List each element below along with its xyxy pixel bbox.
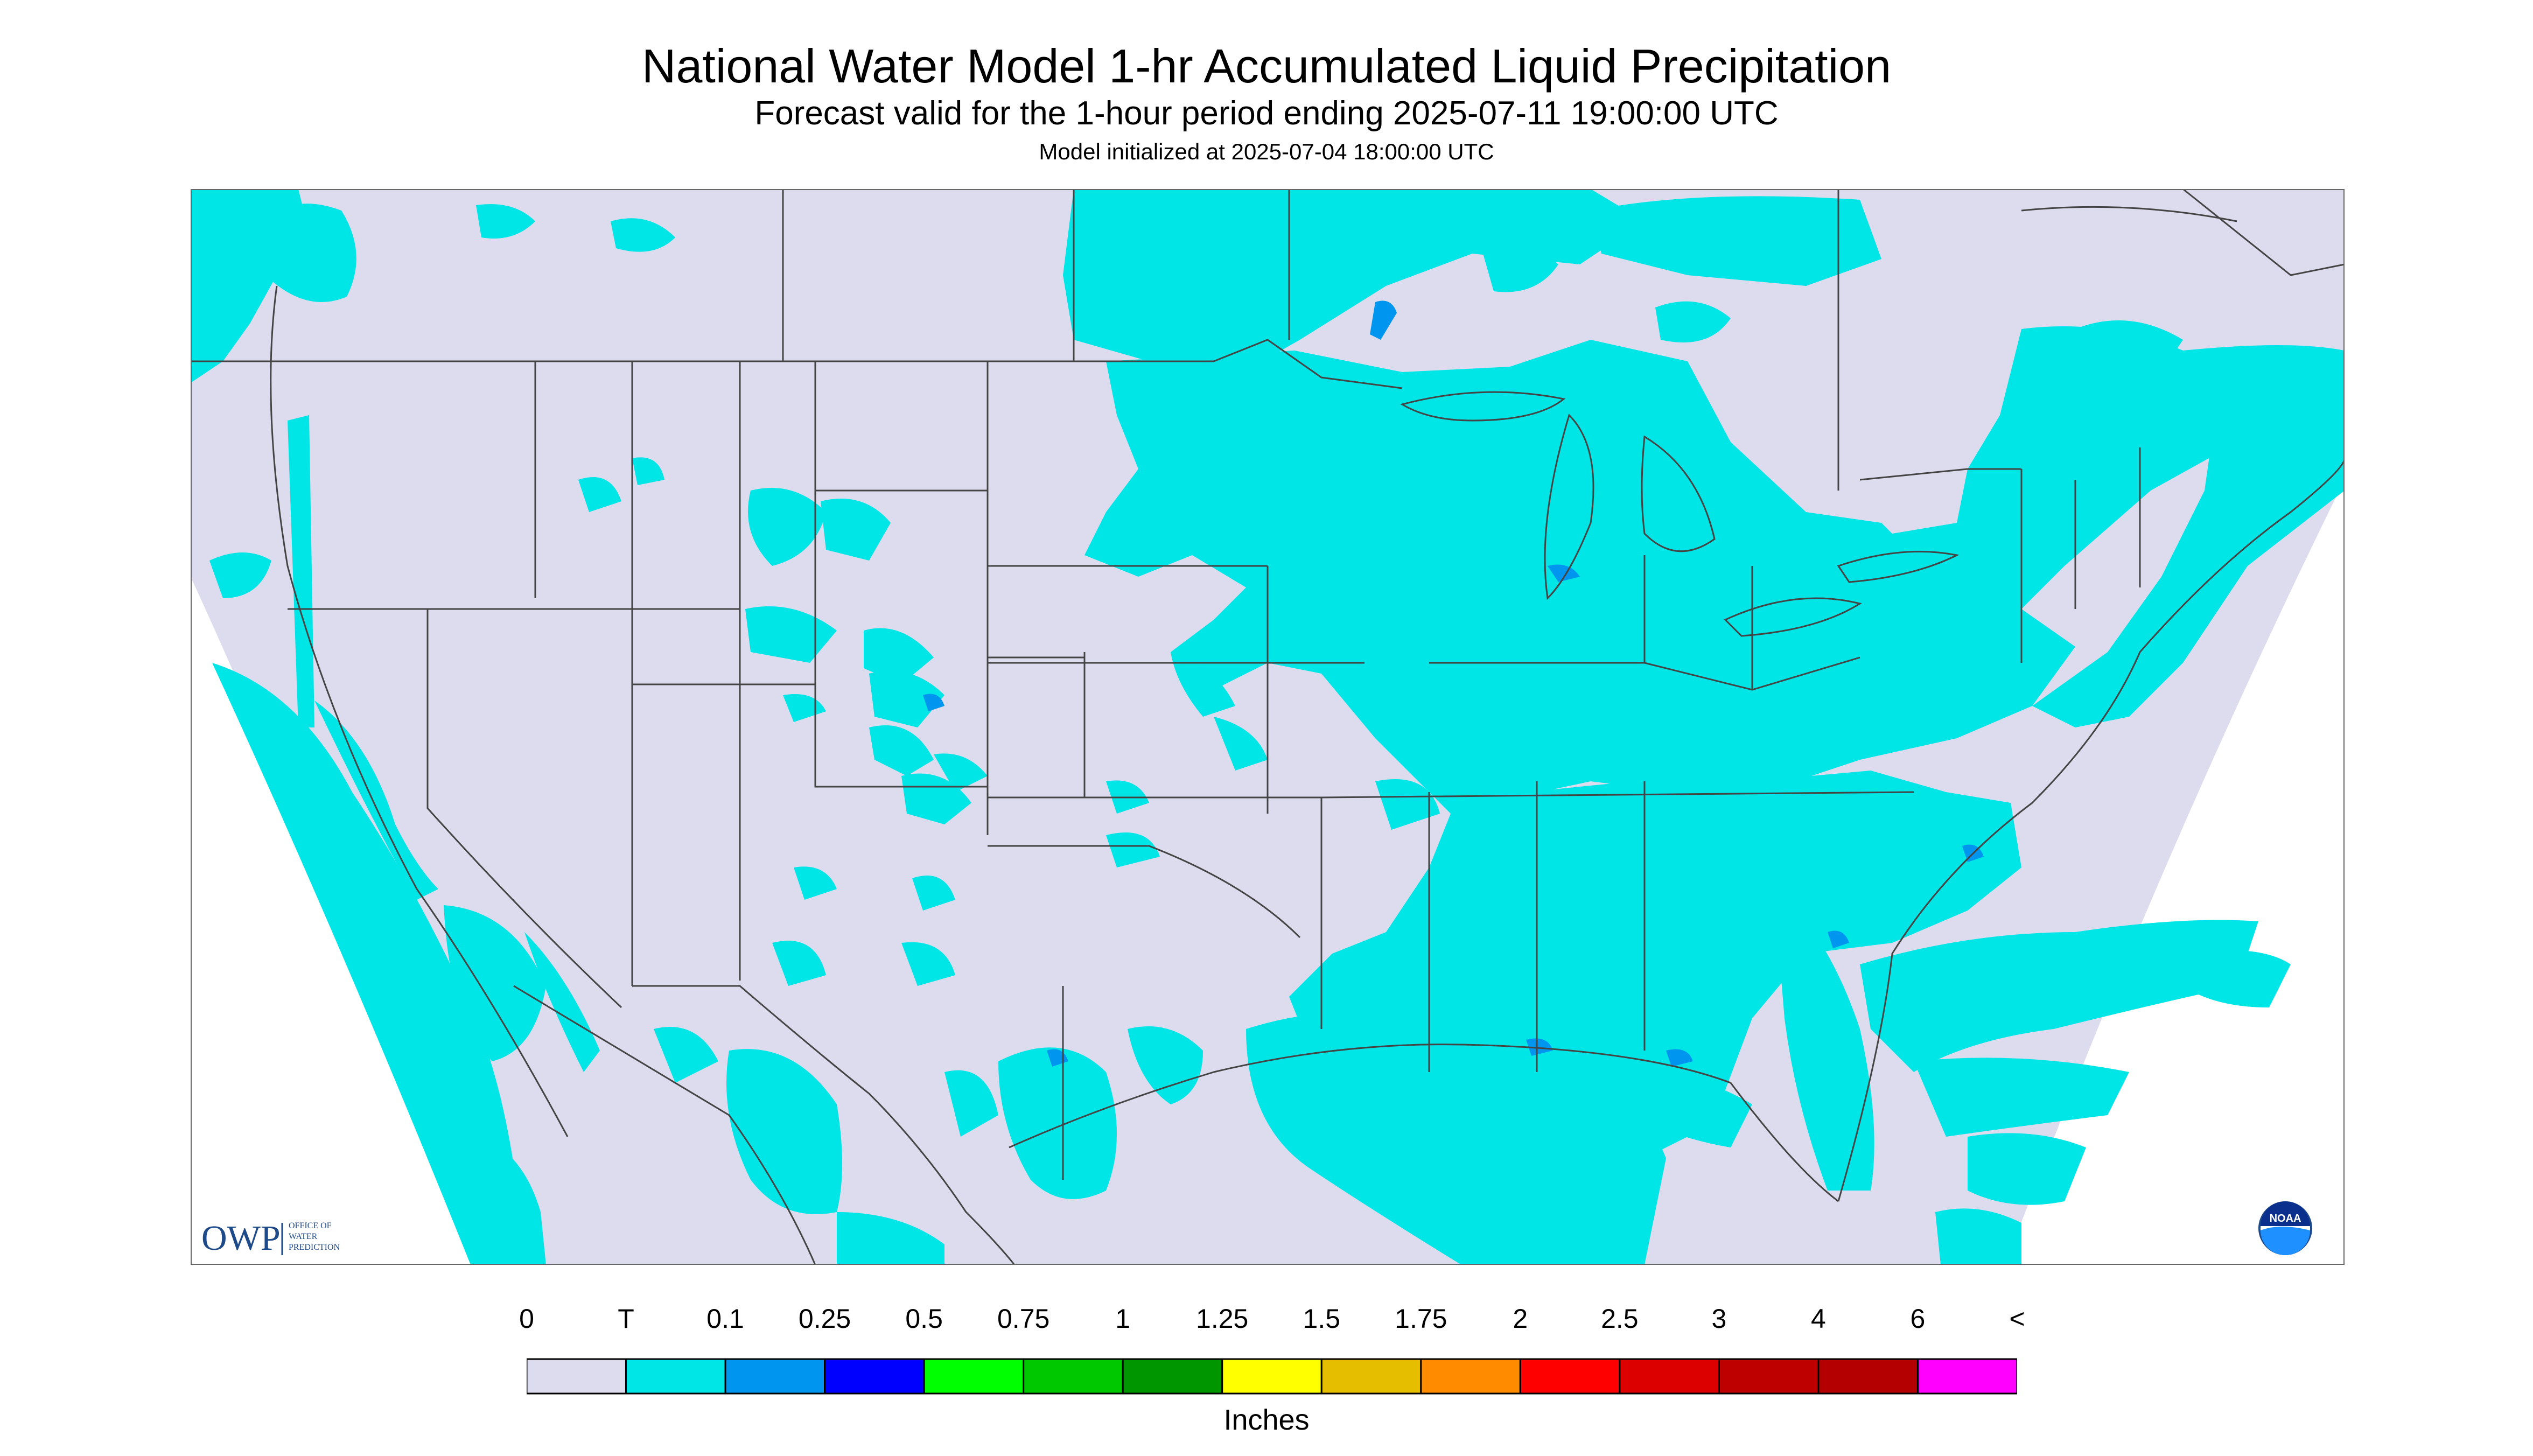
legend-tick-label: 0.25: [798, 1304, 851, 1334]
legend-tick-label: 1.5: [1303, 1304, 1341, 1334]
legend-swatch: [1916, 1358, 2017, 1395]
legend-tick-label: <: [2009, 1304, 2025, 1334]
legend-tick-label: 0.5: [905, 1304, 943, 1334]
owp-mark: OWP: [201, 1219, 281, 1258]
noaa-logo: NOAA: [2258, 1201, 2312, 1255]
legend-tick-label: 1.75: [1395, 1304, 1447, 1334]
legend-tick-label: 4: [1811, 1304, 1826, 1334]
owp-line-3: PREDICTION: [289, 1243, 340, 1252]
legend-swatch: [1221, 1358, 1323, 1395]
owp-line-1: OFFICE OF: [289, 1221, 332, 1230]
legend-swatch: [1519, 1358, 1621, 1395]
legend-swatch: [1122, 1358, 1223, 1395]
legend-tick-label: 6: [1910, 1304, 1926, 1334]
legend-swatch: [625, 1358, 726, 1395]
map-subtitle: Forecast valid for the 1-hour period end…: [754, 95, 1779, 132]
trace-precip-areas: [191, 189, 2345, 1265]
precip-map: OWP OFFICE OF WATER PREDICTION NOAA: [191, 189, 2345, 1265]
color-legend: [527, 1358, 2017, 1395]
light-precip-areas: [923, 300, 1984, 1067]
legend-swatch: [1718, 1358, 1820, 1395]
legend-swatch: [1320, 1358, 1422, 1395]
owp-logo: OWP OFFICE OF WATER PREDICTION: [201, 1219, 340, 1258]
legend-swatch: [1619, 1358, 1720, 1395]
legend-swatch: [724, 1358, 826, 1395]
legend-swatch: [824, 1358, 925, 1395]
legend-swatch: [1023, 1358, 1124, 1395]
legend-tick-label: 0.75: [997, 1304, 1050, 1334]
noaa-mark: NOAA: [2270, 1213, 2301, 1224]
legend-tick-label: 0.1: [706, 1304, 744, 1334]
legend-tick-label: T: [618, 1304, 634, 1334]
legend-tick-label: 2.5: [1601, 1304, 1639, 1334]
legend-swatch: [923, 1358, 1025, 1395]
legend-swatch: [1420, 1358, 1521, 1395]
state-boundaries: [191, 189, 2345, 1265]
owp-line-2: WATER: [289, 1232, 318, 1241]
map-title: National Water Model 1-hr Accumulated Li…: [641, 39, 1892, 93]
legend-tick-label: 3: [1711, 1304, 1727, 1334]
units-label: Inches: [1223, 1404, 1310, 1436]
legend-tick-label: 1: [1115, 1304, 1131, 1334]
legend-tick-label: 1.25: [1196, 1304, 1249, 1334]
legend-tick-label: 2: [1513, 1304, 1528, 1334]
legend-tick-label: 0: [519, 1304, 534, 1334]
model-init-label: Model initialized at 2025-07-04 18:00:00…: [1039, 139, 1494, 164]
legend-swatch: [527, 1358, 627, 1395]
legend-swatch: [1817, 1358, 1919, 1395]
